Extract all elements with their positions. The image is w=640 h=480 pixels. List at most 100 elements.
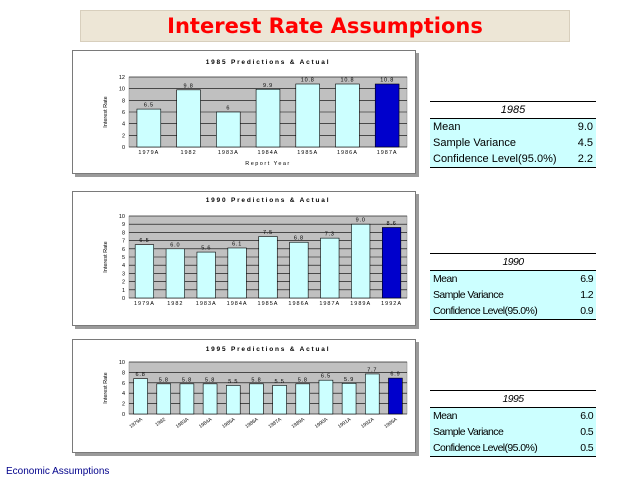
- stats-value: 9.0: [572, 118, 596, 135]
- stats-value: 6.9: [571, 270, 596, 287]
- x-tick-label: 1995A: [383, 416, 399, 430]
- stats-value: 6.0: [571, 407, 596, 424]
- data-label: 8.6: [387, 221, 397, 227]
- data-label: 6: [226, 106, 230, 112]
- stats-value: 0.5: [571, 440, 596, 457]
- stats-label: Confidence Level(95.0%): [430, 303, 572, 320]
- bar: [381, 227, 402, 299]
- x-tick-label: 1984A: [227, 301, 248, 307]
- x-tick-label: 1989A: [350, 301, 371, 307]
- y-tick-label: 10: [119, 87, 125, 93]
- data-label: 10.8: [380, 78, 394, 84]
- y-tick-label: 4: [122, 263, 125, 269]
- y-tick-label: 2: [122, 133, 125, 139]
- x-tick-label: 1987A: [377, 150, 398, 156]
- bar: [388, 377, 403, 415]
- y-tick-label: 5: [122, 255, 125, 261]
- stats-value: 1.2: [571, 287, 596, 303]
- y-tick-label: 4: [122, 122, 125, 128]
- stats-label: Mean: [430, 118, 573, 135]
- data-label: 6.5: [144, 103, 154, 109]
- x-tick-label: 1984A: [198, 416, 214, 430]
- y-tick-label: 8: [122, 98, 125, 104]
- data-label: 5.6: [201, 246, 211, 252]
- data-label: 5.8: [159, 377, 169, 383]
- page-title: Interest Rate Assumptions: [167, 14, 483, 38]
- data-label: 5.8: [298, 377, 308, 383]
- stats-value: 4.5: [572, 135, 596, 151]
- data-label: 6.8: [294, 236, 304, 242]
- stats-label: Confidence Level(95.0%): [430, 151, 573, 168]
- y-tick-label: 9: [122, 222, 125, 228]
- x-tick-label: 1990A: [314, 416, 330, 430]
- x-tick-label: 1983A: [196, 301, 217, 307]
- x-tick-label: 1979A: [134, 301, 155, 307]
- data-label: 6.5: [321, 374, 331, 380]
- bar: [272, 385, 287, 415]
- x-tick-label: 1992A: [381, 301, 402, 307]
- chart-title: 1990 Predictions & Actual: [206, 197, 331, 204]
- footer-label: Economic Assumptions: [6, 466, 110, 477]
- y-axis-label: Interest Rate: [103, 96, 109, 128]
- x-axis-label: Report Year: [245, 161, 291, 167]
- y-tick-label: 0: [122, 296, 125, 302]
- data-label: 6.8: [136, 372, 146, 378]
- y-tick-label: 3: [122, 271, 125, 277]
- chart-1990-panel: 1990 Predictions & Actual 0 1 2 3 4 5 6 7 8 9 10 Int…: [72, 191, 416, 326]
- y-axis-label: Interest Rate: [103, 241, 109, 273]
- bar: [318, 379, 334, 415]
- stats-year-label: 1985: [430, 101, 596, 119]
- x-tick-label: 1979A: [138, 150, 159, 156]
- stats-value: 0.9: [571, 303, 596, 320]
- x-tick-label: 1987A: [267, 416, 283, 430]
- data-label: 5.5: [275, 379, 285, 385]
- data-label: 6.5: [139, 238, 149, 244]
- x-tick-label: 1985A: [258, 301, 279, 307]
- y-tick-label: 6: [122, 247, 125, 253]
- data-label: 5.9: [344, 377, 354, 383]
- stats-value: 0.5: [571, 424, 596, 440]
- data-label: 5.8: [205, 377, 215, 383]
- x-tick-label: 1986A: [288, 301, 309, 307]
- y-tick-label: 2: [122, 402, 125, 408]
- x-tick-label: 1982: [167, 301, 183, 307]
- data-label: 10.8: [301, 78, 315, 84]
- x-tick-label: 1979A: [128, 416, 144, 430]
- bar: [320, 237, 340, 299]
- y-tick-label: 8: [122, 230, 125, 236]
- x-tick-label: 1983A: [175, 416, 191, 430]
- y-tick-label: 8: [122, 370, 125, 376]
- chart-title: 1995 Predictions & Actual: [206, 346, 331, 353]
- chart-1990: 1990 Predictions & Actual 0 1 2 3 4 5 6 7 8 9 10 Int…: [103, 197, 408, 307]
- data-label: 7.7: [367, 367, 377, 373]
- y-tick-label: 6: [122, 381, 125, 387]
- data-label: 6.1: [232, 241, 242, 247]
- bar: [196, 251, 216, 299]
- x-tick-label: 1992A: [360, 416, 376, 430]
- bar: [249, 383, 264, 415]
- data-label: 7.3: [325, 232, 335, 238]
- bar: [226, 385, 241, 415]
- stats-value: 2.2: [572, 151, 596, 168]
- x-tick-label: 1989A: [291, 416, 307, 430]
- y-tick-label: 0: [122, 145, 125, 151]
- bar: [258, 236, 278, 299]
- data-label: 10.8: [340, 78, 354, 84]
- chart-1995: 1995 Predictions & Actual 0 2 4 6 8 10 Interest…: [103, 346, 408, 430]
- x-tick-label: 1982: [154, 417, 167, 428]
- y-tick-label: 7: [122, 239, 125, 245]
- stats-table-1990: 1990 Mean 6.9 Sample Variance 1.2 Confiden…: [430, 253, 596, 320]
- y-tick-label: 10: [119, 214, 125, 220]
- stats-label: Sample Variance: [430, 424, 572, 440]
- bar: [156, 383, 172, 415]
- y-tick-label: 12: [119, 75, 125, 81]
- stats-table-1985: 1985 Mean 9.0 Sample Variance 4.5 Confiden…: [430, 101, 596, 168]
- x-tick-label: 1985A: [221, 416, 237, 430]
- x-tick-label: 1986A: [244, 416, 260, 430]
- bar: [374, 83, 400, 148]
- bar: [289, 241, 309, 299]
- chart-title: 1985 Predictions & Actual: [206, 59, 331, 66]
- bar: [176, 89, 201, 148]
- y-axis-label: Interest Rate: [103, 372, 109, 404]
- data-label: 6.9: [390, 372, 400, 378]
